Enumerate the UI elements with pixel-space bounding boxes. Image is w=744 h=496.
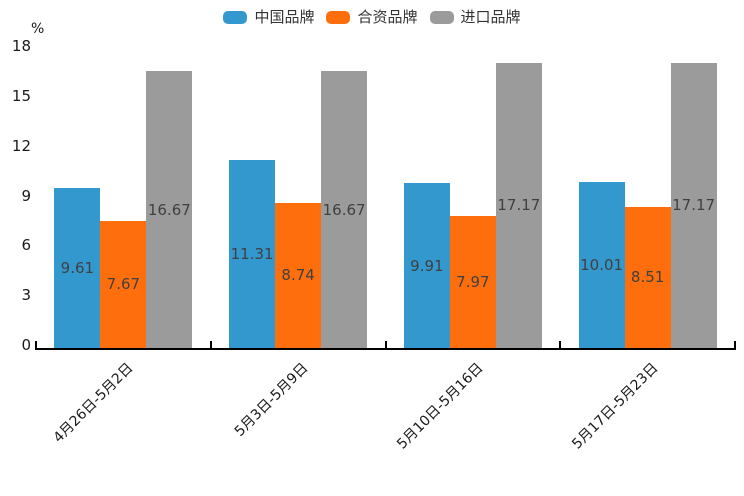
legend-item[interactable]: 合资品牌	[326, 7, 418, 27]
legend-swatch-icon	[326, 10, 351, 24]
bar-china: 10.01	[578, 181, 625, 348]
legend-item[interactable]: 进口品牌	[429, 7, 521, 27]
y-axis-tick-label: 0	[21, 336, 31, 354]
bar-value-label: 8.74	[281, 266, 315, 285]
bar-value-label: 9.61	[60, 259, 95, 278]
legend-item[interactable]: 中国品牌	[223, 7, 314, 27]
y-axis-tick-label: 15	[11, 87, 31, 105]
bar-china: 11.31	[229, 160, 276, 348]
bar-value-label: 7.67	[106, 275, 141, 294]
x-axis-category-label: 5月17日-5月23日	[568, 360, 662, 453]
y-axis-unit-label: %	[31, 21, 45, 37]
y-axis-tick-label: 9	[21, 186, 31, 205]
bar-value-label: 16.67	[147, 200, 191, 219]
x-axis-category-label: 5月3日-5月9日	[231, 360, 312, 440]
bar-value-label: 17.17	[672, 196, 716, 215]
bar-jointventure: 7.67	[100, 220, 147, 348]
bar-value-label: 11.31	[230, 245, 274, 264]
legend-label: 进口品牌	[460, 8, 521, 26]
bar-value-label: 16.67	[322, 200, 366, 219]
bar-value-label: 17.17	[497, 196, 541, 215]
chart-legend: 中国品牌 合资品牌 进口品牌	[0, 6, 744, 28]
y-axis-tick-label: 3	[21, 286, 31, 305]
x-axis-tick-mark	[384, 341, 387, 350]
bar-jointventure: 7.97	[449, 215, 496, 348]
bar-value-label: 8.51	[630, 268, 665, 287]
legend-swatch-icon	[429, 10, 454, 24]
bar-jointventure: 8.74	[275, 202, 322, 348]
bar-china: 9.91	[403, 183, 450, 348]
y-axis-tick-label: 18	[11, 37, 31, 56]
x-axis-tick-mark	[35, 341, 37, 350]
bar-import: 16.67	[321, 71, 368, 348]
legend-label: 合资品牌	[357, 8, 418, 26]
x-axis-tick-mark	[734, 341, 736, 350]
bar-import: 16.67	[146, 71, 193, 348]
bar-value-label: 9.91	[410, 256, 444, 275]
bar-import: 17.17	[670, 62, 717, 348]
x-axis-tick-mark	[559, 341, 562, 350]
x-axis-tick-mark	[209, 341, 212, 350]
bar-jointventure: 8.51	[624, 206, 671, 348]
x-axis-category-label: 4月26日-5月2日	[50, 360, 137, 447]
bar-value-label: 10.01	[580, 255, 624, 274]
y-axis-tick-label: 12	[11, 136, 31, 155]
bar-china: 9.61	[54, 188, 101, 348]
x-axis-category-label: 5月10日-5月16日	[394, 360, 487, 453]
bar-import: 17.17	[495, 62, 542, 348]
y-axis-tick-label: 6	[21, 236, 31, 255]
bar-value-label: 7.97	[456, 272, 490, 291]
legend-label: 中国品牌	[254, 8, 315, 26]
legend-swatch-icon	[223, 10, 248, 24]
